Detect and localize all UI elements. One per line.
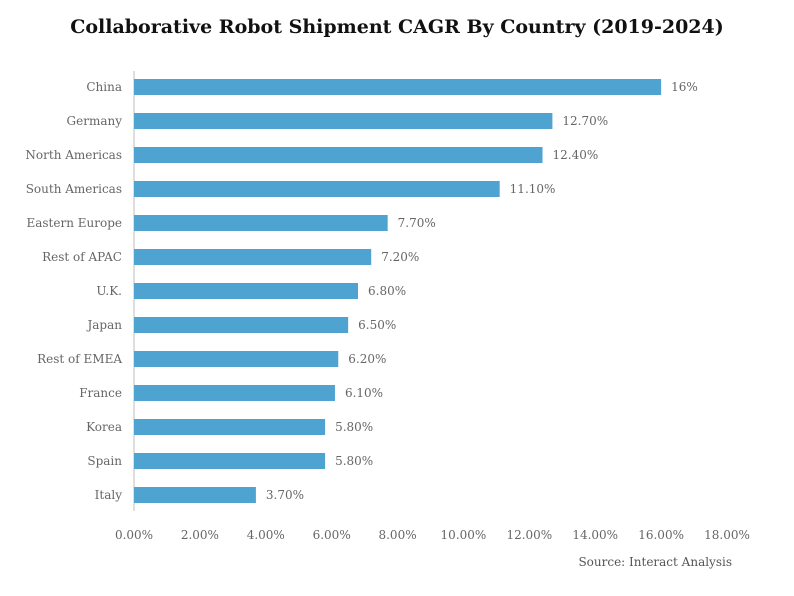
bar <box>134 419 326 435</box>
bar <box>134 79 662 95</box>
value-labels: 16% 12.70% 12.40% 11.10% 7.70% 7.20% 6.80% 6.50… <box>266 80 698 502</box>
x-tick-label: 0.00% <box>115 528 153 542</box>
data-label: 16% <box>671 80 698 94</box>
data-label: 6.80% <box>368 284 406 298</box>
category-labels: China Germany North Americas South Americas… <box>25 80 122 502</box>
bar <box>134 351 339 367</box>
category-label: Eastern Europe <box>26 216 122 230</box>
bar <box>134 113 553 129</box>
data-label: 6.20% <box>348 352 386 366</box>
data-label: 3.70% <box>266 488 304 502</box>
data-label: 5.80% <box>335 420 373 434</box>
bar <box>134 215 388 231</box>
category-label: Spain <box>87 454 122 468</box>
category-label: Italy <box>95 488 123 502</box>
chart-title: Collaborative Robot Shipment CAGR By Cou… <box>70 16 724 38</box>
x-tick-label: 2.00% <box>181 528 219 542</box>
x-tick-label: 14.00% <box>572 528 618 542</box>
x-tick-label: 8.00% <box>378 528 416 542</box>
category-label: Rest of APAC <box>42 250 122 264</box>
bars-layer <box>134 79 662 503</box>
category-label: North Americas <box>25 148 122 162</box>
bar <box>134 147 543 163</box>
x-axis-tick-labels: 0.00% 2.00% 4.00% 6.00% 8.00% 10.00% 12.00% 14.… <box>115 528 750 542</box>
bar <box>134 249 372 265</box>
bar <box>134 487 256 503</box>
category-label: Rest of EMEA <box>37 352 122 366</box>
category-label: China <box>86 80 122 94</box>
category-label: Germany <box>67 114 123 128</box>
x-tick-label: 16.00% <box>638 528 684 542</box>
data-label: 5.80% <box>335 454 373 468</box>
bar <box>134 385 335 401</box>
data-label: 7.70% <box>398 216 436 230</box>
category-label: France <box>79 386 122 400</box>
data-label: 11.10% <box>510 182 556 196</box>
data-label: 6.50% <box>358 318 396 332</box>
bar <box>134 453 326 469</box>
bar <box>134 283 359 299</box>
category-label: South Americas <box>26 182 122 196</box>
data-label: 12.70% <box>562 114 608 128</box>
data-label: 12.40% <box>553 148 599 162</box>
data-label: 7.20% <box>381 250 419 264</box>
data-label: 6.10% <box>345 386 383 400</box>
x-tick-label: 10.00% <box>441 528 487 542</box>
bar <box>134 317 349 333</box>
x-tick-label: 12.00% <box>506 528 552 542</box>
bar <box>134 181 500 197</box>
category-label: Japan <box>85 318 122 332</box>
category-label: Korea <box>86 420 122 434</box>
category-label: U.K. <box>96 284 122 298</box>
source-note: Source: Interact Analysis <box>578 555 732 569</box>
x-tick-label: 6.00% <box>313 528 351 542</box>
x-tick-label: 18.00% <box>704 528 750 542</box>
x-tick-label: 4.00% <box>247 528 285 542</box>
